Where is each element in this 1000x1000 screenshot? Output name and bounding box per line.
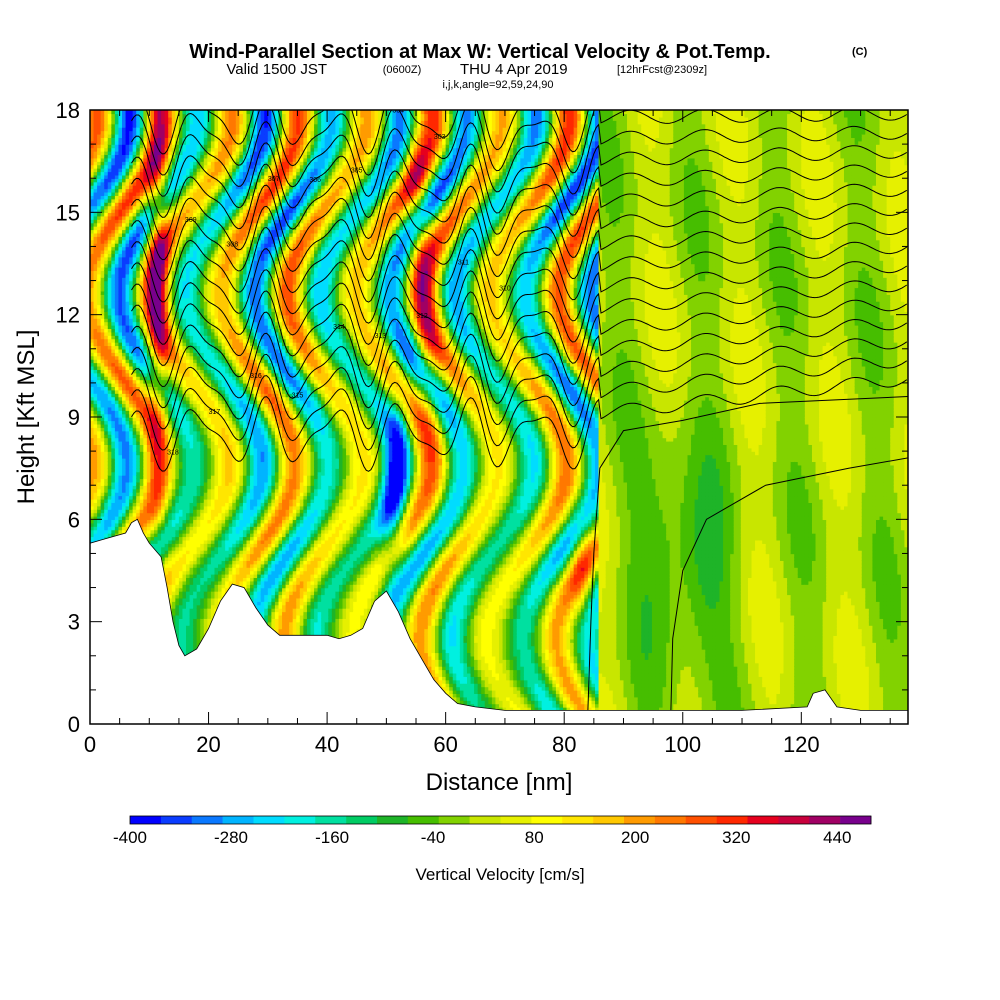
copyright-mark: (C) [852,46,868,58]
valid-utc: (0600Z) [383,64,422,76]
cross-section-figure: Wind-Parallel Section at Max W: Vertical… [0,0,1000,1000]
grid-indices: i,j,k,angle=92,59,24,90 [442,79,553,91]
forecast-info: [12hrFcst@2309z] [617,64,707,76]
chart-title: Wind-Parallel Section at Max W: Vertical… [189,41,770,63]
valid-date: THU 4 Apr 2019 [460,61,568,78]
valid-time: Valid 1500 JST [226,61,327,78]
